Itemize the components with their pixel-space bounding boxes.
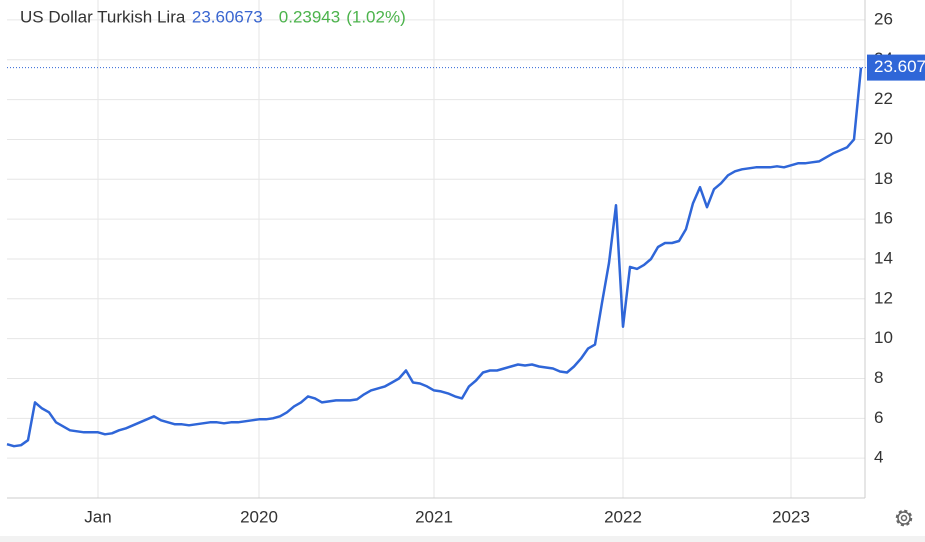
y-tick-label: 20 — [874, 129, 893, 148]
price: 23.60673 — [192, 7, 263, 26]
last-price-box — [867, 54, 925, 81]
y-tick-label: 26 — [874, 9, 893, 28]
y-tick-label: 6 — [874, 408, 883, 427]
change: 0.23943 — [279, 7, 340, 26]
y-tick-label: 12 — [874, 288, 893, 307]
x-tick-label: 2021 — [415, 507, 453, 526]
bottom-bar — [0, 536, 925, 542]
y-tick-label: 16 — [874, 209, 893, 228]
x-tick-label: 2020 — [240, 507, 278, 526]
y-tick-label: 18 — [874, 169, 893, 188]
change-percent: (1.02%) — [346, 7, 406, 26]
grid: 468101214161820222426Jan2020202120222023 — [7, 0, 893, 526]
y-tick-label: 22 — [874, 89, 893, 108]
y-tick-label: 10 — [874, 328, 893, 347]
instrument-name: US Dollar Turkish Lira — [20, 7, 186, 26]
x-tick-label: Jan — [84, 507, 111, 526]
price-line — [6, 67, 863, 448]
overlay: 23.607 — [7, 54, 925, 81]
y-tick-label: 14 — [874, 248, 893, 267]
x-tick-label: 2023 — [772, 507, 810, 526]
y-tick-label: 4 — [874, 448, 883, 467]
settings-icon[interactable] — [895, 509, 913, 527]
last-price-label: 23.607 — [874, 57, 925, 76]
y-tick-label: 8 — [874, 368, 883, 387]
plot — [6, 67, 863, 448]
x-tick-label: 2022 — [604, 507, 642, 526]
